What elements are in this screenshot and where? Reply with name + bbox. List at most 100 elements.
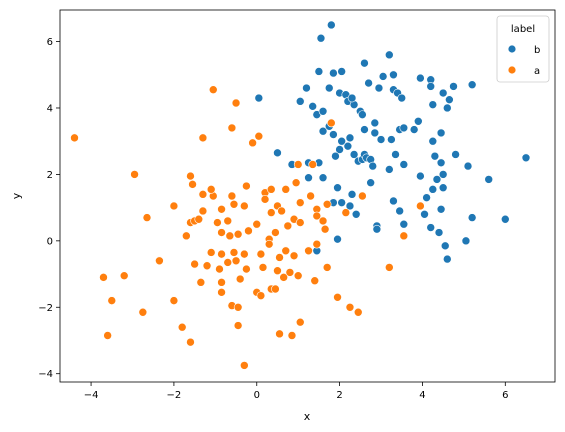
point-b-91 xyxy=(372,224,382,234)
point-a-94 xyxy=(169,296,179,305)
point-a-109 xyxy=(186,337,195,347)
point-a-40 xyxy=(416,201,425,211)
point-a-28 xyxy=(229,200,239,209)
point-a-3 xyxy=(227,123,237,133)
point-a-44 xyxy=(194,214,204,224)
point-a-29 xyxy=(240,201,249,211)
point-a-12 xyxy=(130,170,139,179)
point-a-21 xyxy=(291,178,301,188)
point-a-27 xyxy=(223,216,233,226)
point-b-106 xyxy=(304,173,313,183)
points-layer xyxy=(70,20,531,370)
point-a-67 xyxy=(289,251,299,261)
point-a-66 xyxy=(281,246,291,256)
point-b-27 xyxy=(445,95,454,104)
point-a-83 xyxy=(99,273,108,282)
point-a-35 xyxy=(295,198,305,207)
point-b-35 xyxy=(358,110,367,119)
point-a-71 xyxy=(190,259,199,269)
point-b-98 xyxy=(500,214,510,224)
point-b-14 xyxy=(347,93,357,103)
point-a-104 xyxy=(233,321,243,330)
point-a-10 xyxy=(186,171,195,181)
point-a-84 xyxy=(119,271,129,281)
point-a-7 xyxy=(327,118,336,128)
point-a-4 xyxy=(198,133,208,143)
point-a-17 xyxy=(242,181,251,191)
point-b-7 xyxy=(295,97,305,106)
point-b-8 xyxy=(302,83,311,93)
point-b-63 xyxy=(391,150,400,159)
point-b-80 xyxy=(347,190,357,199)
point-b-6 xyxy=(337,67,346,76)
point-b-23 xyxy=(416,73,425,83)
x-tick-label: 6 xyxy=(502,390,508,401)
point-b-25 xyxy=(426,82,436,91)
point-a-105 xyxy=(275,329,284,339)
point-a-97 xyxy=(233,302,243,312)
point-b-89 xyxy=(351,209,361,219)
point-a-54 xyxy=(295,218,305,227)
x-tick-label: 2 xyxy=(336,390,342,401)
y-tick-label: 6 xyxy=(47,37,53,48)
point-a-49 xyxy=(244,226,253,236)
point-b-92 xyxy=(389,196,398,206)
point-b-51 xyxy=(428,136,438,146)
point-b-41 xyxy=(360,125,369,134)
legend-box xyxy=(496,15,550,83)
point-a-77 xyxy=(258,263,268,272)
point-a-68 xyxy=(304,246,313,256)
point-b-2 xyxy=(385,50,394,60)
point-b-95 xyxy=(420,209,429,219)
point-a-98 xyxy=(256,291,266,300)
point-a-19 xyxy=(266,185,276,194)
point-b-52 xyxy=(436,128,446,138)
point-b-99 xyxy=(426,223,436,232)
point-a-38 xyxy=(322,200,332,209)
point-a-52 xyxy=(271,228,280,237)
point-a-93 xyxy=(107,296,117,305)
point-a-76 xyxy=(242,264,251,274)
point-a-55 xyxy=(312,211,322,221)
point-a-70 xyxy=(155,256,164,266)
point-b-81 xyxy=(366,178,375,188)
plot-frame xyxy=(59,9,556,383)
point-a-110 xyxy=(240,361,249,370)
point-a-45 xyxy=(213,218,222,227)
point-b-66 xyxy=(430,151,440,161)
point-a-75 xyxy=(231,256,241,266)
point-a-72 xyxy=(202,261,212,271)
point-b-62 xyxy=(385,165,394,174)
point-a-0 xyxy=(70,133,79,143)
point-a-99 xyxy=(333,292,342,302)
point-b-71 xyxy=(484,175,494,184)
point-a-16 xyxy=(227,191,237,201)
point-a-41 xyxy=(142,213,152,222)
point-b-85 xyxy=(422,193,431,202)
point-b-5 xyxy=(329,68,338,78)
point-a-69 xyxy=(312,239,322,249)
point-b-26 xyxy=(438,88,448,98)
point-b-72 xyxy=(521,153,531,163)
point-b-54 xyxy=(343,141,353,151)
point-a-9 xyxy=(308,160,317,169)
point-b-16 xyxy=(364,78,373,88)
point-a-2 xyxy=(231,98,241,108)
point-b-65 xyxy=(416,171,425,181)
point-b-29 xyxy=(449,82,458,91)
point-a-53 xyxy=(283,221,293,231)
point-b-67 xyxy=(436,158,446,168)
point-a-33 xyxy=(277,206,286,216)
point-a-31 xyxy=(266,208,276,217)
point-b-34 xyxy=(318,107,328,116)
point-b-42 xyxy=(370,118,380,128)
point-a-47 xyxy=(225,231,235,241)
point-a-5 xyxy=(248,138,257,148)
legend-title: label xyxy=(511,24,535,35)
point-b-94 xyxy=(399,219,409,229)
point-a-107 xyxy=(295,317,305,327)
x-tick-label: 4 xyxy=(419,390,425,401)
point-a-26 xyxy=(217,204,226,214)
point-a-13 xyxy=(198,190,208,199)
point-a-8 xyxy=(293,160,303,169)
